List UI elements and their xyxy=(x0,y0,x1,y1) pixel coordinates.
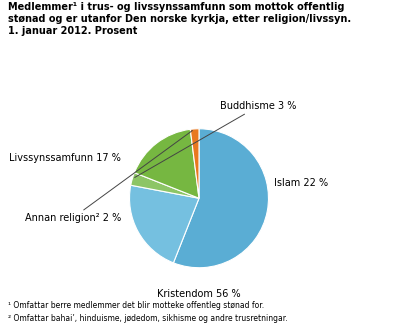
Wedge shape xyxy=(129,185,199,263)
Text: Buddhisme 3 %: Buddhisme 3 % xyxy=(135,101,296,177)
Text: ² Omfattar bahai’, hinduisme, jødedom, sikhisme og andre trusretningar.: ² Omfattar bahai’, hinduisme, jødedom, s… xyxy=(8,314,288,323)
Text: Kristendom 56 %: Kristendom 56 % xyxy=(157,289,241,299)
Wedge shape xyxy=(131,173,199,198)
Text: Livssynssamfunn 17 %: Livssynssamfunn 17 % xyxy=(9,153,121,163)
Wedge shape xyxy=(174,129,269,268)
Wedge shape xyxy=(135,129,199,198)
Wedge shape xyxy=(190,129,199,198)
Text: Medlemmer¹ i trus- og livssynssamfunn som mottok offentlig
stønad og er utanfor : Medlemmer¹ i trus- og livssynssamfunn so… xyxy=(8,2,351,36)
Text: Islam 22 %: Islam 22 % xyxy=(274,178,328,188)
Text: ¹ Omfattar berre medlemmer det blir motteke offentleg stønad for.: ¹ Omfattar berre medlemmer det blir mott… xyxy=(8,301,264,310)
Text: Annan religion² 2 %: Annan religion² 2 % xyxy=(25,131,192,223)
